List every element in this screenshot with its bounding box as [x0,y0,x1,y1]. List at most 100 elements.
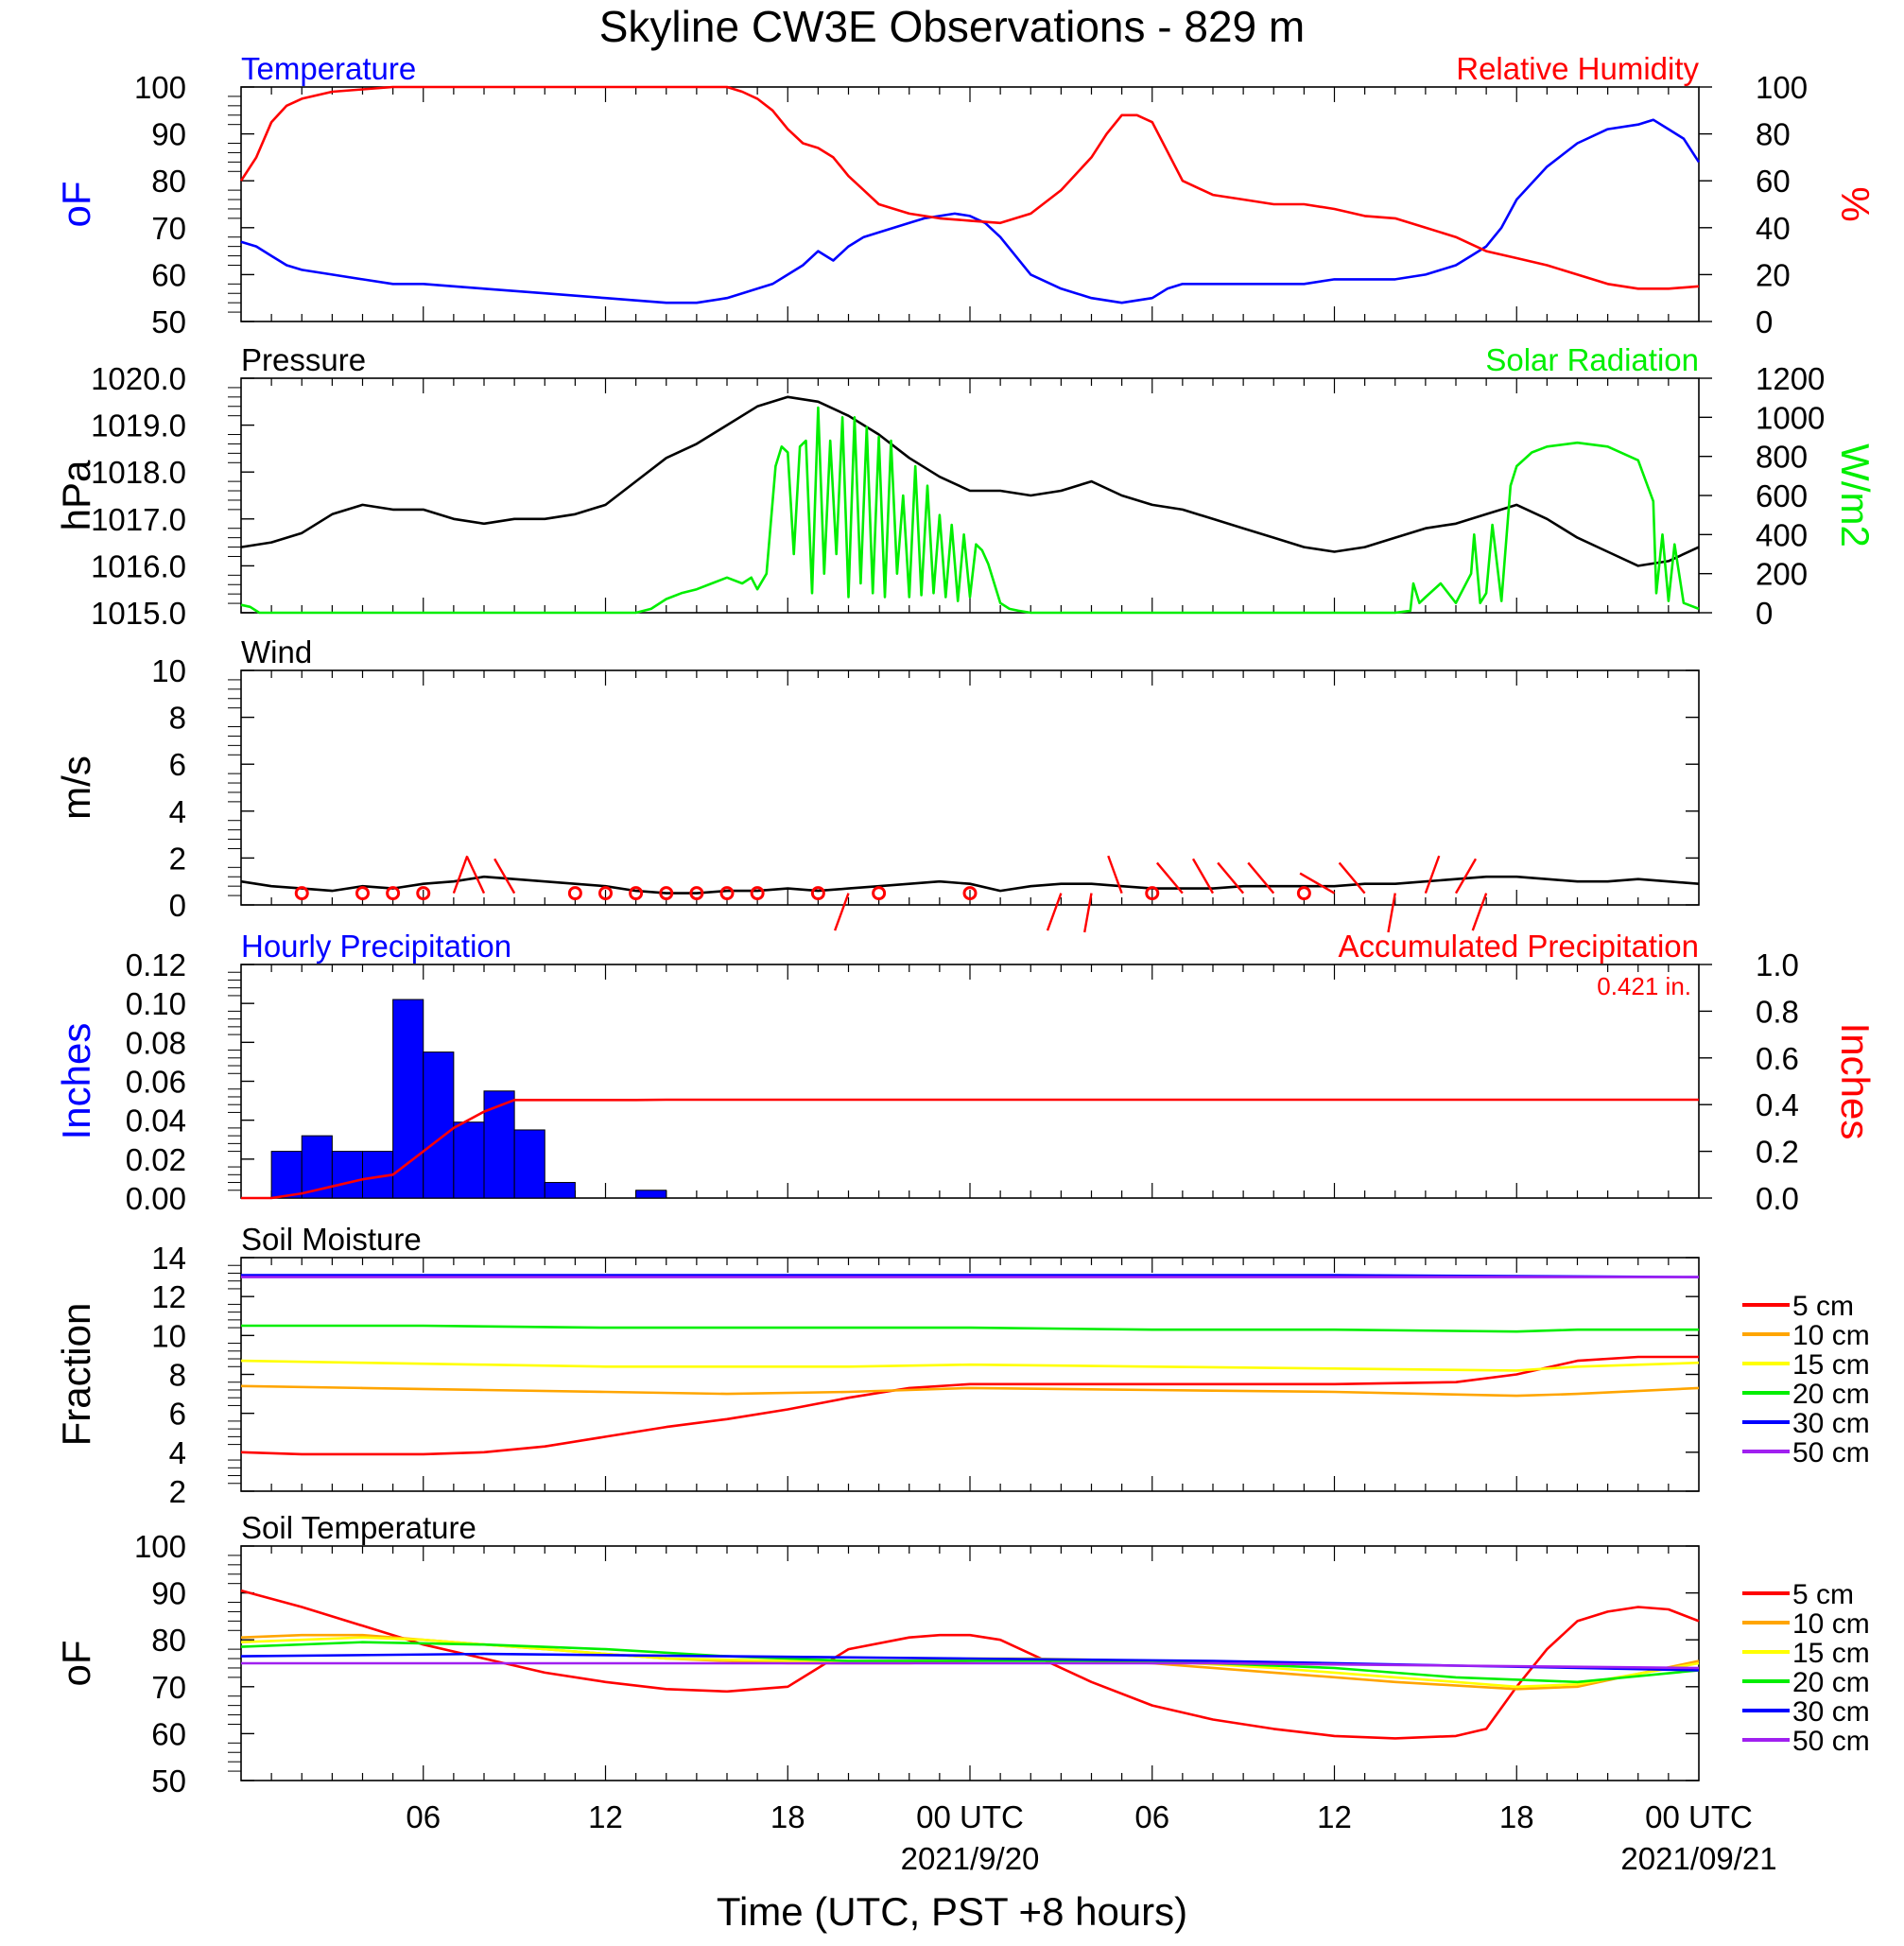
y-tick-label-left: 8 [169,1358,186,1393]
figure-title: Skyline CW3E Observations - 829 m [599,2,1306,51]
y-tick-label-left: 1017.0 [91,502,186,537]
y-tick-label-left: 0.08 [126,1025,186,1060]
wind-barb [1217,861,1245,895]
precip-bar [513,1129,545,1199]
series-line [240,875,1700,895]
series-line [240,1641,1700,1684]
y-tick-label-left: 12 [151,1279,186,1314]
wind-barb [1338,861,1366,895]
wind-calm-marker [355,886,370,901]
y-tick-label-right: 100 [1756,70,1808,105]
series-line [240,118,1701,304]
legend-label: 30 cm [1792,1408,1870,1439]
y-tick-label-right: 0.8 [1756,994,1799,1029]
panel-title-right: Accumulated Precipitation [1338,929,1699,964]
y-tick-label-left: 6 [169,1397,186,1432]
x-axis-label: Time (UTC, PST +8 hours) [717,1889,1187,1934]
panel-title-left: Wind [241,634,312,669]
y-tick-label-right: 60 [1756,164,1791,199]
panel-title-left: Soil Temperature [241,1510,476,1545]
wind-calm-marker [659,886,674,901]
wind-calm-marker [629,886,644,901]
y-tick-label-left: 0.04 [126,1103,186,1138]
panel-pressure_solar: 1015.0 1016.0 1017.0 1018.0 1019.0 1020.0 0 200… [54,342,1878,631]
y-tick-label-left: 0.10 [126,986,186,1021]
y-axis-label-right: W/m2 [1833,443,1878,547]
y-axis-label-right: Inches [1833,1023,1878,1140]
wind-calm-marker [962,886,978,901]
wind-calm-marker [872,886,887,901]
legend-label: 10 cm [1792,1608,1870,1640]
y-tick-label-right: 0 [1756,596,1773,631]
y-tick-label-right: 20 [1756,257,1791,292]
y-tick-label-right: 0.6 [1756,1041,1799,1076]
y-tick-label-right: 0.4 [1756,1087,1799,1122]
wind-barb [1387,893,1396,933]
y-tick-label-left: 1015.0 [91,596,186,631]
panel-title-left: Pressure [241,342,366,377]
legend-label: 30 cm [1792,1696,1870,1728]
series-line [240,1589,1700,1740]
series-line [241,1661,1700,1670]
y-tick-label-left: 14 [151,1241,186,1276]
y-tick-label-right: 0.2 [1756,1135,1799,1170]
panel-temp_rh: 50 60 70 80 90 100 0 20 40 60 80 100 Temperature Rela… [54,51,1878,339]
panel-title-left: Soil Moisture [241,1222,422,1257]
wind-barb [1083,893,1093,933]
y-tick-label-right: 200 [1756,557,1808,592]
series-line [241,1274,1700,1278]
panel-title-right: Relative Humidity [1456,51,1699,86]
y-axis-label-left: m/s [54,756,98,820]
x-tick-label: 00 UTC [1645,1799,1753,1834]
y-tick-label-left: 50 [151,1764,186,1798]
wind-barb [1155,861,1184,895]
panel-title-left: Hourly Precipitation [241,929,511,964]
precip-bar [453,1121,485,1199]
x-tick-label: 06 [406,1799,441,1834]
legend-label: 20 cm [1792,1667,1870,1698]
precip-bar [331,1151,363,1199]
wind-calm-marker [1296,886,1311,901]
y-tick-label-left: 60 [151,257,186,292]
y-tick-label-left: 60 [151,1716,186,1751]
y-tick-label-left: 90 [151,1576,186,1611]
y-axis-label-left: Inches [54,1023,98,1140]
wind-calm-marker [689,886,704,901]
y-tick-label-left: 2 [169,1474,186,1509]
y-tick-label-left: 4 [169,1435,186,1470]
y-tick-label-left: 0.02 [126,1142,186,1177]
wind-calm-marker [386,886,401,901]
y-tick-label-right: 80 [1756,117,1791,152]
series-line [240,1355,1699,1456]
accumulated-total-label: 0.421 in. [1597,972,1691,1000]
y-tick-label-left: 0.00 [126,1181,186,1216]
y-tick-label-left: 70 [151,211,186,246]
wind-barb [452,855,469,895]
y-tick-label-right: 0.0 [1756,1181,1799,1216]
series-line [239,85,1700,290]
precip-bar [392,999,424,1199]
y-tick-label-left: 10 [151,1318,186,1353]
panel-title-right: Solar Radiation [1485,342,1699,377]
y-tick-label-left: 2 [169,841,186,876]
wind-barb [1046,893,1063,931]
y-tick-label-right: 0 [1756,304,1773,339]
y-tick-label-right: 1000 [1756,400,1825,435]
y-tick-label-left: 8 [169,701,186,736]
y-axis-label-left: oF [54,1640,98,1686]
panel-title-left: Temperature [241,51,416,86]
series-line [240,406,1700,615]
wind-barb [1424,855,1441,895]
plot-frame [240,377,1700,614]
series-line [241,1098,1699,1200]
legend-label: 20 cm [1792,1379,1870,1410]
y-tick-label-left: 100 [134,70,186,105]
series-line [241,1324,1699,1333]
y-tick-label-left: 80 [151,1623,186,1658]
y-tick-label-left: 1018.0 [91,455,186,490]
date-label: 2021/09/21 [1620,1841,1776,1876]
legend-label: 50 cm [1792,1726,1870,1757]
legend-label: 15 cm [1792,1638,1870,1669]
